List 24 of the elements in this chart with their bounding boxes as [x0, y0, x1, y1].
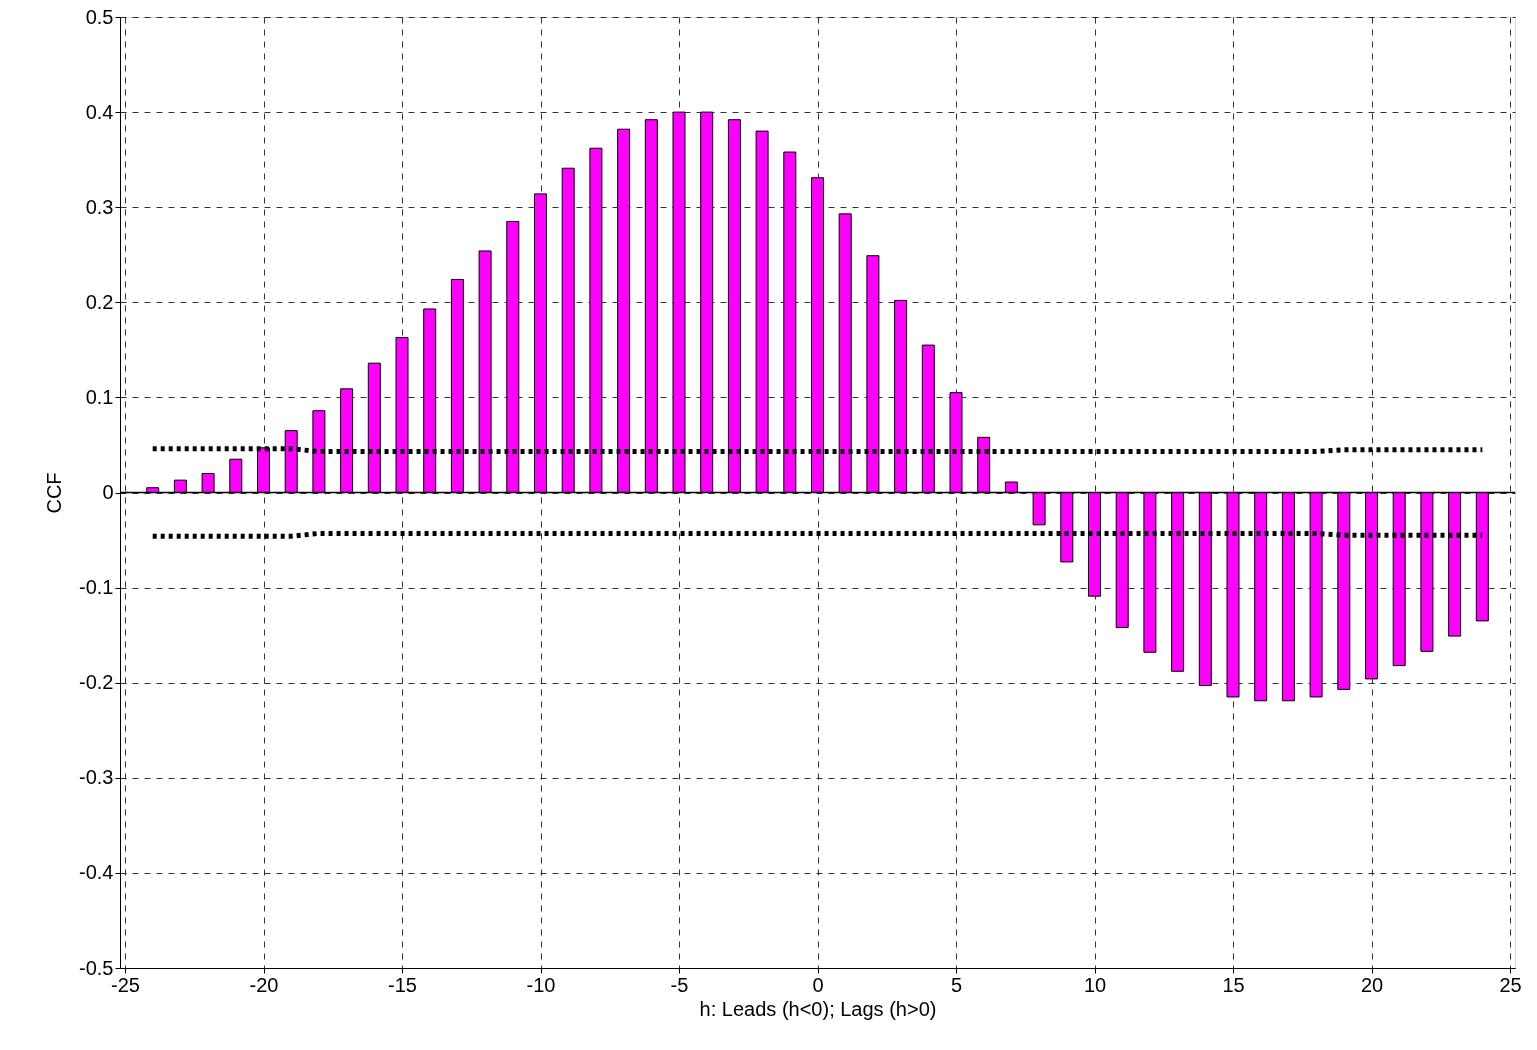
y-tick-label: 0.2	[85, 290, 114, 313]
x-tick-label: -15	[388, 973, 417, 996]
x-tick-label: 10	[1083, 973, 1107, 996]
y-tick-label: 0.1	[85, 385, 114, 408]
y-tick-label: -0.1	[79, 576, 114, 599]
y-tick-label: -0.5	[79, 956, 114, 979]
y-tick-label: 0	[102, 481, 114, 503]
x-tick-label: 20	[1360, 973, 1384, 996]
y-tick-label: -0.4	[79, 861, 114, 884]
x-tick-label: -10	[526, 973, 556, 996]
x-axis-title: h: Leads (h<0); Lags (h>0)	[699, 997, 937, 1020]
x-tick-label: 5	[950, 973, 963, 996]
x-tick-label: 0	[812, 973, 824, 996]
y-axis-title: CCF	[43, 472, 66, 514]
x-tick-label: -5	[670, 973, 689, 996]
y-tick-label: 0.4	[85, 100, 114, 123]
x-tick-label: 15	[1222, 973, 1245, 996]
y-tick-label: -0.2	[79, 671, 114, 694]
x-tick-label: -25	[111, 973, 140, 996]
y-tick-label: -0.3	[79, 766, 114, 789]
x-tick-label: 25	[1499, 973, 1522, 996]
y-tick-label: 0.5	[85, 5, 114, 28]
x-tick-label: -20	[249, 973, 279, 996]
y-tick-label: 0.3	[85, 195, 114, 218]
